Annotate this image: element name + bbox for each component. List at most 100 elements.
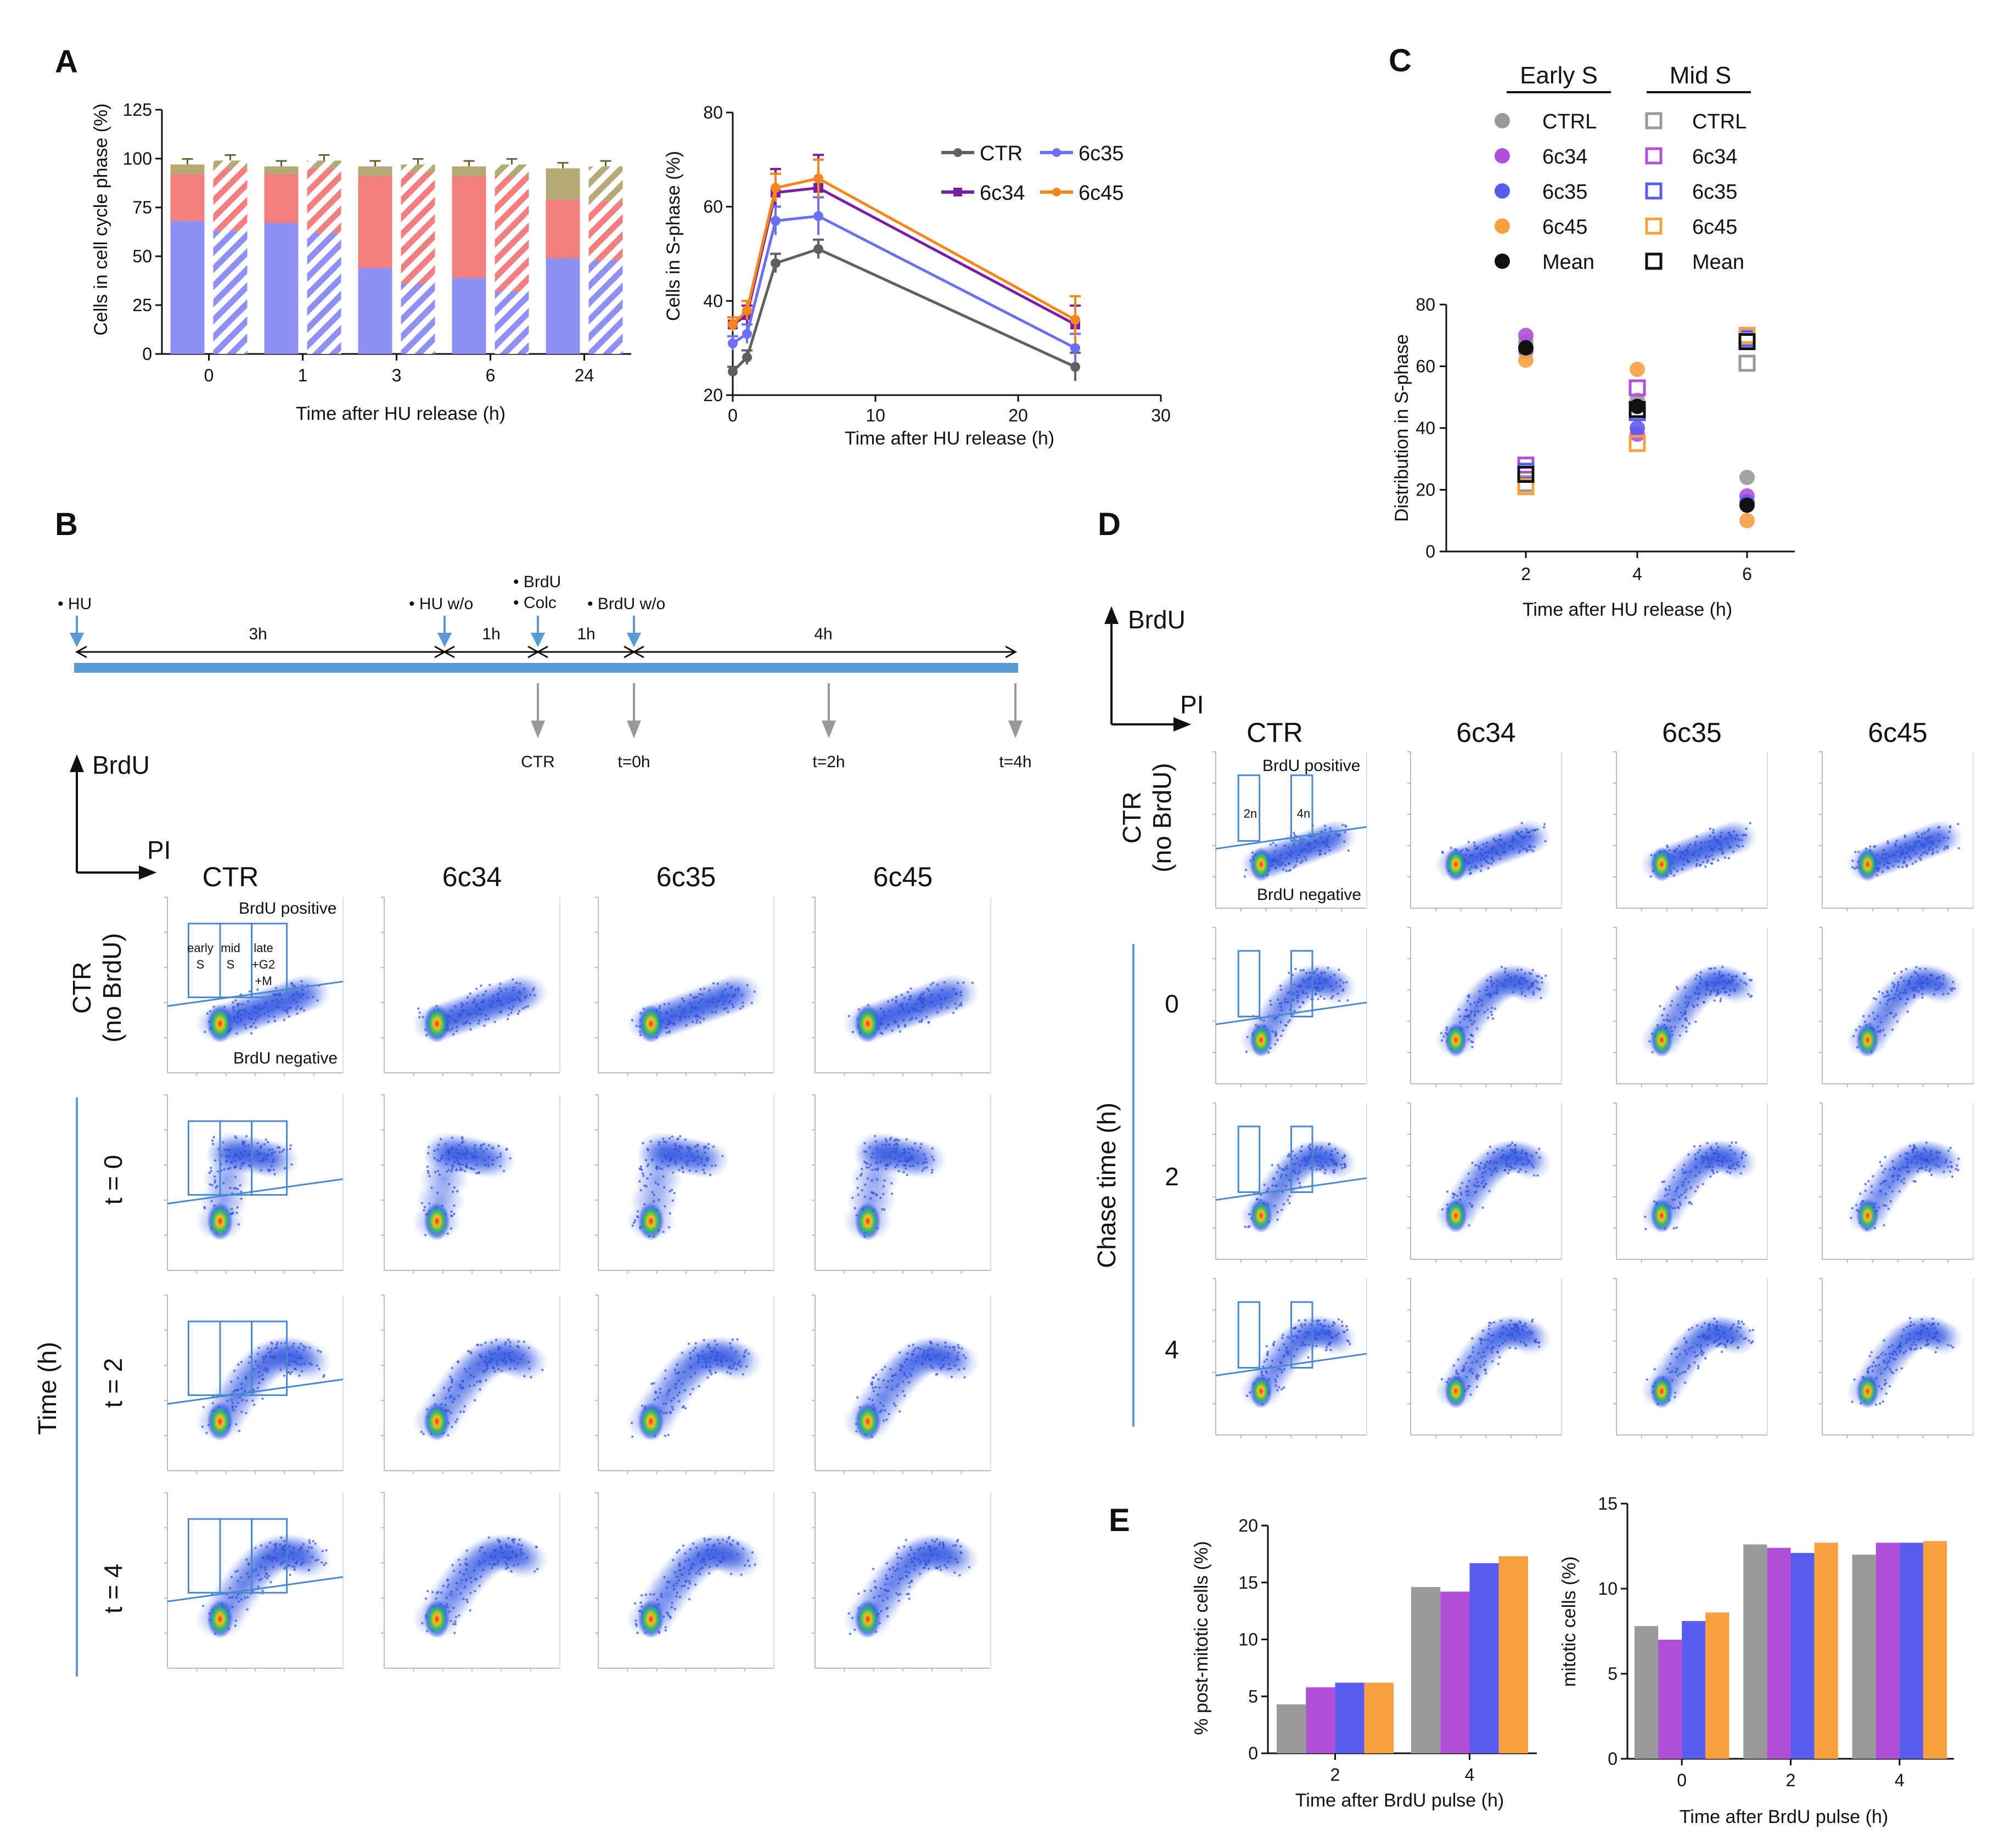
d-dot	[1513, 977, 1516, 980]
b-dot	[863, 1150, 866, 1153]
d-dot	[1898, 847, 1901, 849]
timeline-bar	[74, 663, 1018, 673]
d-dot	[1743, 981, 1746, 984]
b-dot	[682, 999, 686, 1003]
d-dot	[1695, 835, 1698, 838]
d-dot	[1515, 832, 1518, 835]
b-dot	[924, 1357, 926, 1359]
b-dot	[268, 1555, 271, 1557]
b-dot	[897, 1026, 900, 1028]
d-dot	[1285, 1024, 1288, 1027]
b-dot	[483, 1551, 486, 1554]
d-dot	[1518, 1158, 1521, 1161]
d-dot	[1700, 978, 1703, 981]
a2-point	[771, 216, 780, 226]
b-dot	[269, 1350, 273, 1353]
d-dot	[1525, 1163, 1529, 1166]
b-dot	[476, 1380, 479, 1383]
a1-xtick-label: 1	[298, 365, 308, 385]
b-dot	[678, 1015, 682, 1019]
b-dot	[493, 1549, 496, 1552]
b-dot	[292, 1557, 295, 1561]
b-dot	[509, 1545, 512, 1549]
d-dot	[1895, 840, 1898, 842]
d-dot	[1289, 853, 1291, 857]
d-dot	[1513, 984, 1517, 987]
b-dot	[962, 981, 965, 984]
d-dot	[1896, 1178, 1899, 1181]
b-dot	[678, 1019, 682, 1022]
b-dot	[292, 984, 295, 987]
b-dot	[687, 1160, 690, 1163]
b-dot	[234, 1405, 237, 1408]
b-dot	[424, 1234, 427, 1236]
b-dot	[703, 1560, 705, 1563]
b-dot	[265, 1545, 268, 1549]
d-dot	[1335, 981, 1338, 984]
b-dot	[722, 1355, 725, 1358]
d-dot	[1262, 1019, 1265, 1022]
d-dot	[1908, 847, 1911, 851]
d-dot	[1493, 1008, 1497, 1010]
d-dot	[1950, 1165, 1953, 1168]
d-dot	[1732, 975, 1734, 978]
d-dot	[1659, 1005, 1661, 1008]
b-dot	[277, 1001, 280, 1004]
b-dot	[479, 1353, 481, 1357]
d-dot	[1520, 993, 1523, 995]
b-dot	[664, 1629, 667, 1632]
d-dot	[1274, 1043, 1277, 1046]
d-dot	[1326, 840, 1329, 843]
b-dot	[947, 1352, 950, 1355]
d-dot	[1305, 992, 1308, 995]
b-dot	[871, 1376, 874, 1379]
d-dot	[1294, 1171, 1296, 1174]
b-dot	[482, 993, 485, 997]
b-dot	[856, 1396, 859, 1399]
b-dot	[420, 1431, 423, 1433]
d-dot	[1947, 992, 1950, 995]
d-dot	[1699, 841, 1703, 844]
d-dot	[1955, 1168, 1957, 1171]
b-dot	[312, 995, 315, 999]
b-dot	[690, 1567, 693, 1570]
a1-bar-s	[588, 201, 623, 261]
d-dot	[1472, 1040, 1474, 1044]
d-dot	[1518, 849, 1521, 852]
b-dot	[447, 1183, 451, 1185]
c-legend-mid-marker	[1645, 182, 1663, 200]
b-dot	[454, 1620, 457, 1623]
c-legend-mid-6c34: 6c34	[1692, 145, 1737, 168]
d-dot	[1267, 1188, 1270, 1190]
d-dot	[1482, 1185, 1486, 1188]
b-dot	[308, 1541, 311, 1544]
b-col-6c35: 6c35	[656, 862, 716, 892]
a1-bar-g2m	[264, 166, 299, 175]
b-dot	[723, 1558, 726, 1561]
c-legend-mid-6c35: 6c35	[1692, 181, 1737, 204]
b-dot	[954, 1558, 957, 1561]
b-dot	[697, 1155, 699, 1158]
b-dot	[484, 1014, 487, 1017]
b-dot	[470, 1352, 473, 1355]
a2-xtick-label: 20	[1008, 406, 1028, 425]
d-dot	[1712, 849, 1715, 852]
b-dot	[434, 1171, 437, 1174]
d-dot	[1479, 852, 1481, 854]
b-dot	[704, 1366, 707, 1369]
d-dot	[1898, 1190, 1901, 1193]
a2-point	[728, 367, 738, 377]
b-dot	[667, 1164, 670, 1167]
b-dot	[901, 1365, 904, 1368]
d-dot	[1525, 849, 1529, 853]
d-dot	[1855, 1028, 1858, 1032]
b-dot	[931, 1348, 934, 1351]
chart-a2-lines: Cells in S-phase (%) Time after HU relea…	[663, 103, 1171, 449]
b-dot	[942, 1365, 945, 1368]
b-dot	[694, 1583, 697, 1586]
d-dot	[1885, 1205, 1888, 1207]
b-dot	[465, 1162, 468, 1165]
d-dot	[1274, 844, 1278, 847]
b-dot	[963, 1367, 965, 1370]
b-dot	[521, 1007, 524, 1010]
